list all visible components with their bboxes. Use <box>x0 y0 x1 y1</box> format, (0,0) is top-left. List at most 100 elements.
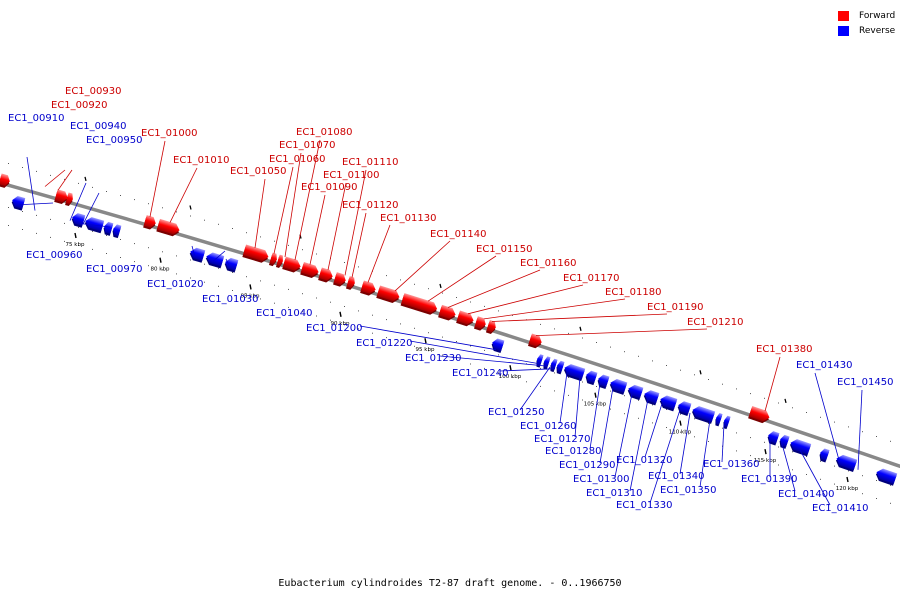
gene-label-EC1_01270[interactable]: EC1_01270 <box>534 434 590 445</box>
gene-feature-EC1_01140[interactable] <box>400 293 439 316</box>
gene-label-EC1_01350[interactable]: EC1_01350 <box>660 485 716 496</box>
gene-feature-EC1_01260[interactable] <box>584 370 598 386</box>
gene-feature-EC1_01070[interactable] <box>282 256 302 274</box>
gene-feature-EC1_00960[interactable] <box>10 195 26 211</box>
gene-feature-EC1_01300[interactable] <box>642 389 660 406</box>
gene-label-EC1_00910[interactable]: EC1_00910 <box>8 113 64 124</box>
gene-label-EC1_01250[interactable]: EC1_01250 <box>488 407 544 418</box>
gene-feature-EC1_01230[interactable] <box>549 358 558 373</box>
gene-feature-EC1_01060[interactable] <box>268 252 279 267</box>
gene-label-EC1_01130[interactable]: EC1_01130 <box>380 213 436 224</box>
gene-label-EC1_01190[interactable]: EC1_01190 <box>647 302 703 313</box>
gene-feature-EC1_01100[interactable] <box>333 272 347 288</box>
gene-feature-EC1_00920[interactable] <box>54 189 69 205</box>
gene-label-EC1_01360[interactable]: EC1_01360 <box>703 459 759 470</box>
gene-label-EC1_01030[interactable]: EC1_01030 <box>202 294 258 305</box>
gene-label-EC1_01380[interactable]: EC1_01380 <box>756 344 812 355</box>
gene-feature-EC1_01270[interactable] <box>596 374 610 389</box>
gene-feature-EC1_01410[interactable] <box>818 448 830 463</box>
gene-label-EC1_01340[interactable]: EC1_01340 <box>648 471 704 482</box>
gene-label-EC1_01040[interactable]: EC1_01040 <box>256 308 312 319</box>
gene-feature-EC1_01450[interactable] <box>874 467 898 486</box>
gene-label-EC1_01300[interactable]: EC1_01300 <box>573 474 629 485</box>
gene-label-EC1_01010[interactable]: EC1_01010 <box>173 155 229 166</box>
gene-feature-EC1_01050[interactable] <box>242 244 270 265</box>
gene-feature-EC1_01080[interactable] <box>300 262 320 279</box>
gene-label-EC1_01280[interactable]: EC1_01280 <box>545 446 601 457</box>
gene-feature-EC1_00970[interactable] <box>102 221 114 236</box>
gene-feature-EC1_01090[interactable] <box>318 267 334 284</box>
gene-label-EC1_01070[interactable]: EC1_01070 <box>279 140 335 151</box>
gene-feature-EC1_01180[interactable] <box>485 320 498 335</box>
gene-feature-EC1_01280[interactable] <box>608 377 628 395</box>
gene-feature-EC1_01170[interactable] <box>473 316 487 331</box>
gene-label-EC1_01230[interactable]: EC1_01230 <box>405 353 461 364</box>
gene-feature-EC1_01400[interactable] <box>778 434 790 449</box>
gene-feature-EC1_01060[interactable] <box>275 254 285 269</box>
gene-label-EC1_01140[interactable]: EC1_01140 <box>430 229 486 240</box>
gene-label-EC1_01110[interactable]: EC1_01110 <box>342 157 398 168</box>
gene-feature-EC1_00910[interactable] <box>0 173 11 189</box>
gene-feature-EC1_01340[interactable] <box>714 412 723 427</box>
gene-label-EC1_01210[interactable]: EC1_01210 <box>687 317 743 328</box>
gene-feature-EC1_01220[interactable] <box>535 354 544 368</box>
gene-label-EC1_01400[interactable]: EC1_01400 <box>778 489 834 500</box>
gene-label-EC1_01160[interactable]: EC1_01160 <box>520 258 576 269</box>
gene-feature-EC1_01430[interactable] <box>834 453 858 473</box>
gene-feature-EC1_01130[interactable] <box>376 285 401 304</box>
gene-feature-EC1_01350[interactable] <box>722 415 731 430</box>
gene-label-EC1_01150[interactable]: EC1_01150 <box>476 244 532 255</box>
gene-feature-EC1_01390[interactable] <box>766 430 780 446</box>
gene-feature-EC1_01380[interactable] <box>748 405 771 425</box>
gene-label-EC1_01180[interactable]: EC1_01180 <box>605 287 661 298</box>
gene-feature-EC1_01020[interactable] <box>188 246 206 263</box>
gene-feature-EC1_01320[interactable] <box>676 400 692 417</box>
gene-feature-EC1_01290[interactable] <box>626 383 644 401</box>
gene-feature-EC1_01110[interactable] <box>345 276 357 290</box>
gene-feature-EC1_01310[interactable] <box>658 394 678 412</box>
gene-feature-EC1_01400[interactable] <box>788 438 812 457</box>
gene-feature-EC1_01010[interactable] <box>156 218 181 238</box>
gene-label-EC1_01170[interactable]: EC1_01170 <box>563 273 619 284</box>
gene-label-EC1_01200[interactable]: EC1_01200 <box>306 323 362 334</box>
gene-feature-EC1_01200[interactable] <box>490 337 505 354</box>
gene-feature-EC1_01160[interactable] <box>456 310 475 328</box>
gene-label-EC1_01410[interactable]: EC1_01410 <box>812 503 868 514</box>
gene-label-EC1_01060[interactable]: EC1_01060 <box>269 154 325 165</box>
gene-feature-EC1_00960[interactable] <box>70 212 86 228</box>
gene-feature-EC1_01120[interactable] <box>360 280 377 297</box>
gene-label-EC1_01450[interactable]: EC1_01450 <box>837 377 893 388</box>
gene-feature-EC1_01150[interactable] <box>438 304 457 322</box>
gene-feature-EC1_01220[interactable] <box>542 356 551 370</box>
gene-label-EC1_01100[interactable]: EC1_01100 <box>323 170 379 181</box>
gene-label-EC1_01430[interactable]: EC1_01430 <box>796 360 852 371</box>
gene-feature-EC1_01040[interactable] <box>223 257 239 273</box>
gene-feature-EC1_01250[interactable] <box>562 363 586 382</box>
gene-feature-EC1_01000[interactable] <box>143 215 157 231</box>
gene-label-EC1_01090[interactable]: EC1_01090 <box>301 182 357 193</box>
gene-feature-EC1_00970[interactable] <box>111 224 122 239</box>
gene-label-EC1_01000[interactable]: EC1_01000 <box>141 128 197 139</box>
gene-label-EC1_01050[interactable]: EC1_01050 <box>230 166 286 177</box>
gene-label-EC1_00930[interactable]: EC1_00930 <box>65 86 121 97</box>
gene-label-EC1_00920[interactable]: EC1_00920 <box>51 100 107 111</box>
gene-label-EC1_00950[interactable]: EC1_00950 <box>86 135 142 146</box>
gene-label-EC1_01290[interactable]: EC1_01290 <box>559 460 615 471</box>
gene-label-EC1_00960[interactable]: EC1_00960 <box>26 250 82 261</box>
gene-label-EC1_01220[interactable]: EC1_01220 <box>356 338 412 349</box>
gene-label-EC1_01310[interactable]: EC1_01310 <box>586 488 642 499</box>
gene-feature-EC1_00930[interactable] <box>65 192 74 207</box>
gene-label-EC1_01320[interactable]: EC1_01320 <box>616 455 672 466</box>
gene-feature-EC1_01330[interactable] <box>690 405 716 424</box>
gene-label-EC1_01390[interactable]: EC1_01390 <box>741 474 797 485</box>
gene-label-EC1_00940[interactable]: EC1_00940 <box>70 121 126 132</box>
gene-label-EC1_01240[interactable]: EC1_01240 <box>452 368 508 379</box>
gene-label-EC1_01120[interactable]: EC1_01120 <box>342 200 398 211</box>
gene-feature-EC1_01240[interactable] <box>555 360 565 375</box>
gene-label-EC1_01080[interactable]: EC1_01080 <box>296 127 352 138</box>
gene-feature-EC1_00970[interactable] <box>83 216 105 234</box>
gene-label-EC1_01260[interactable]: EC1_01260 <box>520 421 576 432</box>
gene-label-EC1_01020[interactable]: EC1_01020 <box>147 279 203 290</box>
gene-label-EC1_00970[interactable]: EC1_00970 <box>86 264 142 275</box>
gene-feature-EC1_01210[interactable] <box>527 333 543 350</box>
